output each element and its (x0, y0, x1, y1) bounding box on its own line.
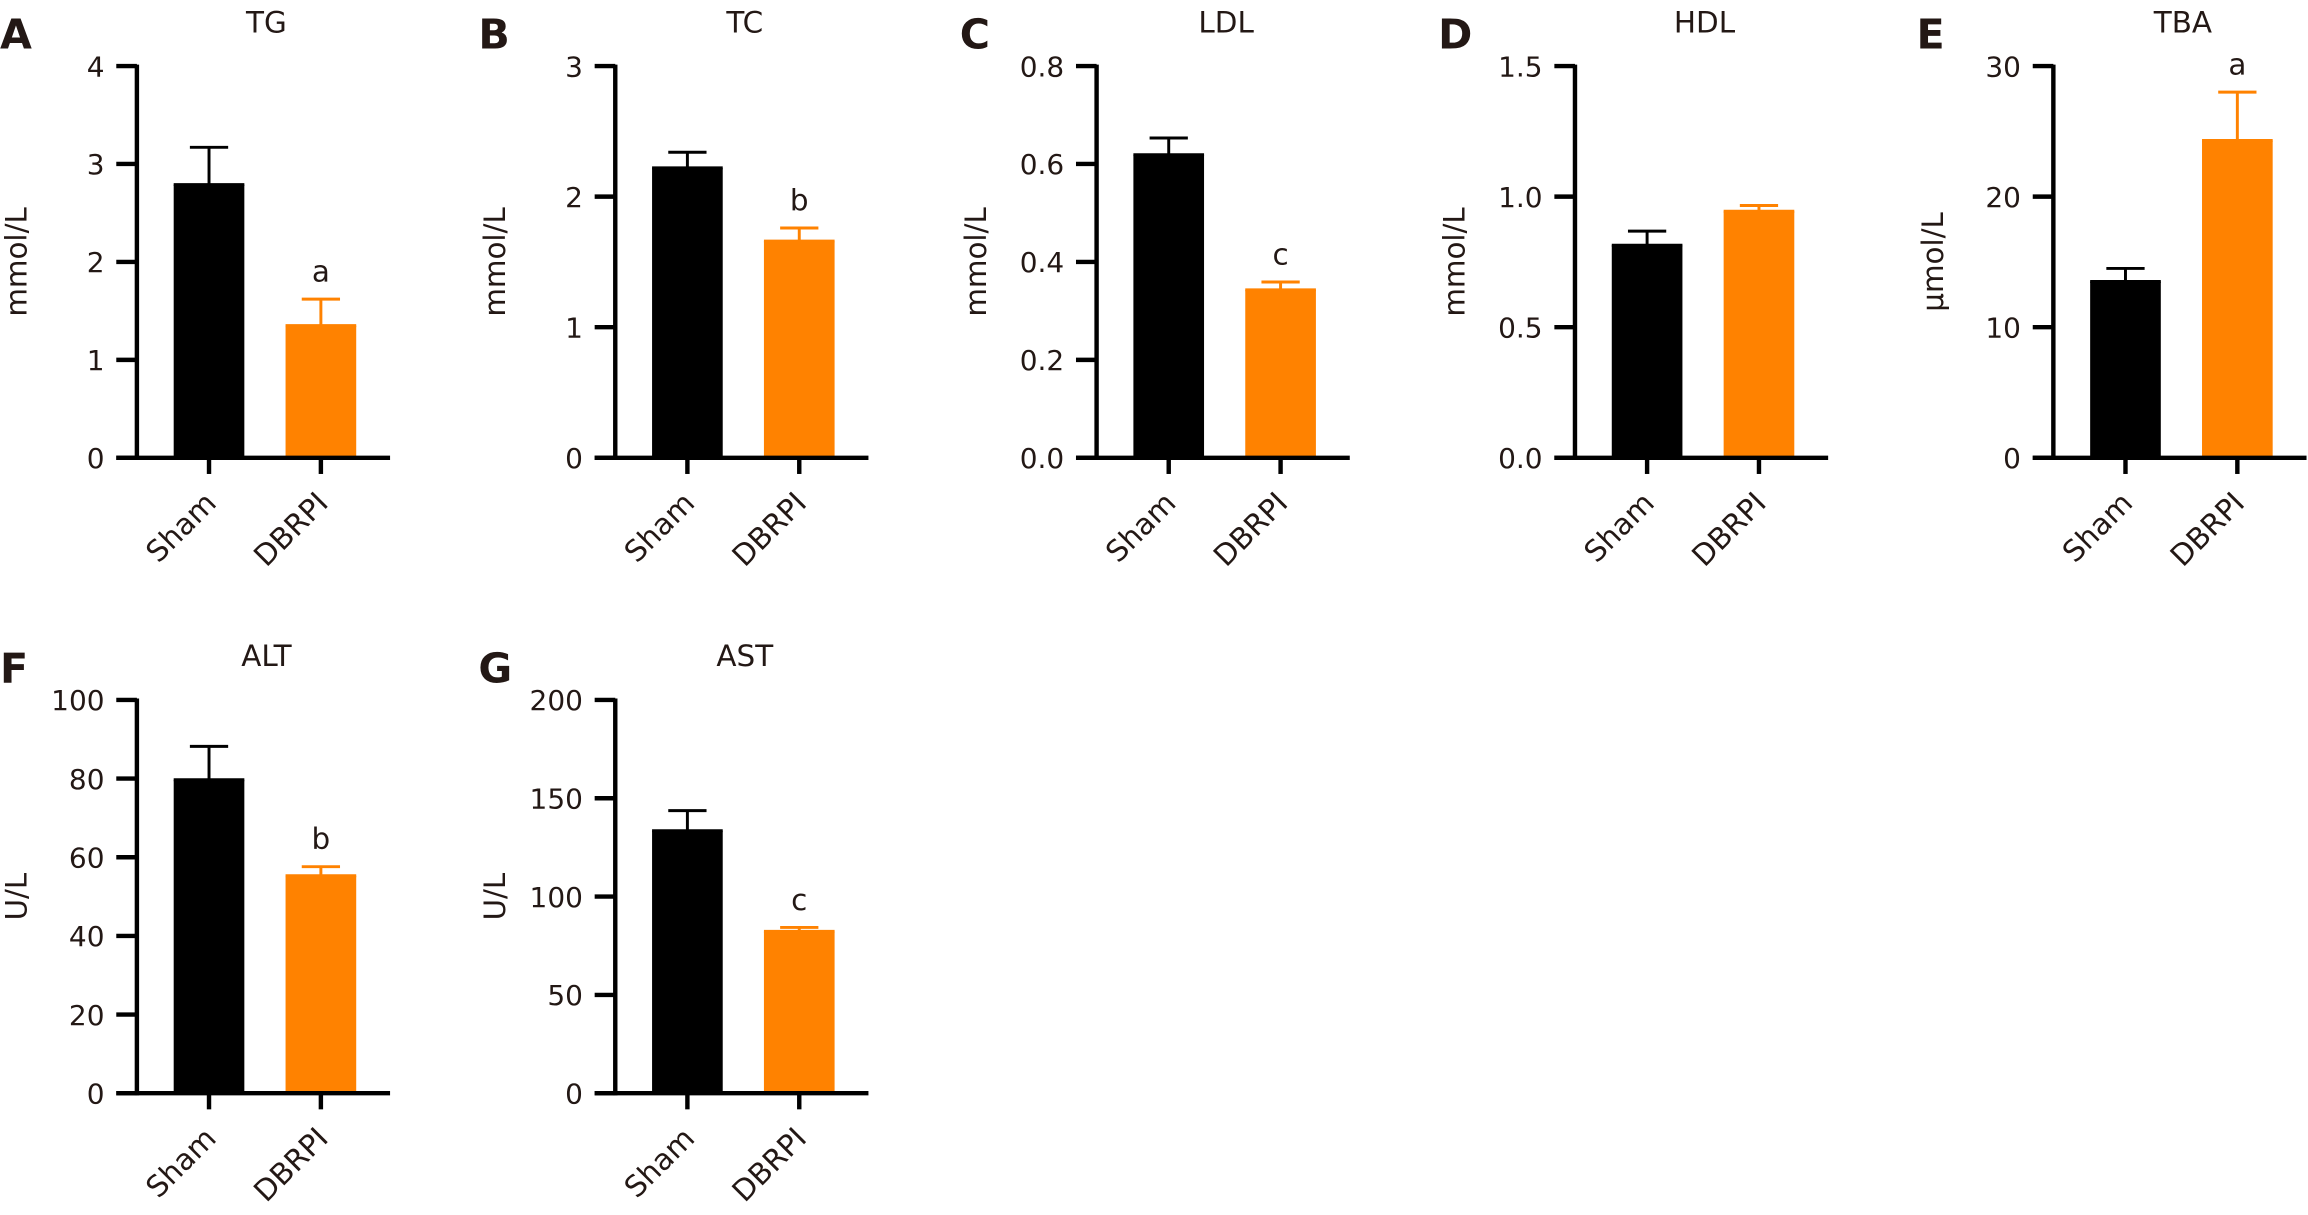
panel-letter: B (478, 10, 509, 58)
y-tick-label: 200 (530, 684, 583, 717)
y-tick-label: 1.5 (1498, 50, 1542, 83)
panel-letter: F (0, 644, 28, 692)
y-tick-label: 1 (87, 344, 105, 377)
panel-c: C LDL mmol/L Sham c DBRPI 0.0 0.2 0.4 0.6 0.8 (959, 5, 1350, 573)
bar-dbrpi (763, 241, 835, 458)
y-tick-label: 80 (69, 763, 105, 796)
bar-sham (1611, 245, 1683, 458)
y-axis-label: mmol/L (0, 207, 34, 317)
bar-dbrpi (1723, 211, 1795, 458)
y-tick-label: 10 (1985, 312, 2021, 345)
y-tick-label: 20 (1985, 181, 2021, 214)
y-tick-label: 0.5 (1498, 312, 1542, 345)
significance-label: a (312, 255, 330, 289)
x-tick-label-dbrpi: DBRPI (2164, 486, 2252, 573)
bar-sham (173, 779, 245, 1094)
y-tick-label: 1.0 (1498, 181, 1542, 214)
x-tick-label-sham: Sham (618, 486, 701, 569)
y-tick-label: 0.0 (1020, 442, 1064, 475)
panel-e: E TBA μmol/L Sham a DBRPI 0 10 20 30 (1916, 5, 2307, 573)
x-tick-label-sham: Sham (139, 486, 222, 569)
y-tick-label: 100 (530, 881, 583, 914)
bar-dbrpi (763, 931, 835, 1094)
y-tick-label: 20 (69, 999, 105, 1032)
y-tick-label: 3 (87, 148, 105, 181)
bar-dbrpi (2202, 140, 2273, 458)
significance-label: c (1272, 237, 1288, 271)
panel-letter: C (960, 10, 990, 58)
panel-title: TG (245, 5, 287, 39)
x-tick-label-dbrpi: DBRPI (1685, 486, 1773, 573)
y-tick-label: 2 (87, 246, 105, 279)
bar-sham (2090, 281, 2161, 458)
panel-letter: D (1438, 10, 1472, 58)
panel-title: AST (716, 639, 774, 673)
x-tick-label-dbrpi: DBRPI (726, 1121, 814, 1208)
x-tick-label-sham: Sham (139, 1121, 222, 1204)
panel-title: TC (725, 5, 763, 39)
y-tick-label: 0 (2003, 442, 2021, 475)
y-tick-label: 40 (69, 920, 105, 953)
significance-label: c (791, 883, 807, 917)
panel-title: HDL (1674, 5, 1736, 39)
y-tick-label: 2 (565, 181, 583, 214)
x-tick-label-sham: Sham (1099, 486, 1182, 569)
significance-label: b (312, 822, 331, 856)
y-axis-label: mmol/L (478, 207, 512, 317)
bar-sham (1133, 154, 1205, 458)
panel-title: LDL (1198, 5, 1254, 39)
panel-a: A TG mmol/L Sham a DBRPI 0 1 2 3 4 (0, 5, 391, 573)
significance-label: b (790, 183, 809, 217)
bar-dbrpi (1245, 289, 1316, 458)
panel-d: D HDL mmol/L Sham DBRPI 0.0 0.5 1.0 1.5 (1438, 5, 1829, 573)
panel-g: G AST U/L Sham c DBRPI 0 50 100 150 200 (478, 639, 869, 1208)
x-tick-label-sham: Sham (2056, 486, 2139, 569)
y-tick-label: 0 (565, 442, 583, 475)
panel-letter: G (478, 644, 512, 692)
panel-title: ALT (241, 639, 292, 673)
significance-label: a (2228, 48, 2246, 82)
panel-letter: E (1916, 10, 1944, 58)
y-tick-label: 1 (565, 312, 583, 345)
bar-dbrpi (285, 875, 357, 1094)
y-tick-label: 60 (69, 842, 105, 875)
y-tick-label: 0.8 (1020, 50, 1064, 83)
y-tick-label: 0 (87, 1078, 105, 1111)
y-tick-label: 50 (547, 979, 583, 1012)
y-tick-label: 150 (530, 783, 583, 816)
y-tick-label: 0.4 (1020, 246, 1064, 279)
bar-sham (652, 830, 723, 1094)
y-tick-label: 0 (87, 442, 105, 475)
y-tick-label: 30 (1985, 50, 2021, 83)
x-tick-label-sham: Sham (1577, 486, 1660, 569)
panel-f: F ALT U/L Sham b DBRPI 0 20 40 60 80 100 (0, 639, 391, 1208)
panel-letter: A (0, 10, 32, 58)
y-tick-label: 0.2 (1020, 344, 1064, 377)
bar-sham (652, 167, 723, 458)
y-tick-label: 4 (87, 50, 105, 83)
y-axis-label: U/L (478, 872, 512, 920)
y-tick-label: 3 (565, 50, 583, 83)
bar-sham (173, 184, 245, 458)
y-axis-label: mmol/L (1438, 207, 1472, 317)
y-tick-label: 0.0 (1498, 442, 1542, 475)
y-axis-label: mmol/L (959, 207, 993, 317)
x-tick-label-sham: Sham (618, 1121, 701, 1204)
panel-title: TBA (2153, 5, 2212, 39)
y-tick-label: 0 (565, 1078, 583, 1111)
panel-b: B TC mmol/L Sham b DBRPI 0 1 2 3 (478, 5, 869, 573)
y-axis-label: U/L (0, 872, 34, 920)
x-tick-label-dbrpi: DBRPI (726, 486, 814, 573)
y-tick-label: 100 (51, 684, 104, 717)
y-tick-label: 0.6 (1020, 148, 1064, 181)
bar-dbrpi (285, 325, 357, 458)
x-tick-label-dbrpi: DBRPI (247, 486, 335, 573)
x-tick-label-dbrpi: DBRPI (1207, 486, 1295, 573)
x-tick-label-dbrpi: DBRPI (247, 1121, 335, 1208)
y-axis-label: μmol/L (1916, 212, 1950, 312)
